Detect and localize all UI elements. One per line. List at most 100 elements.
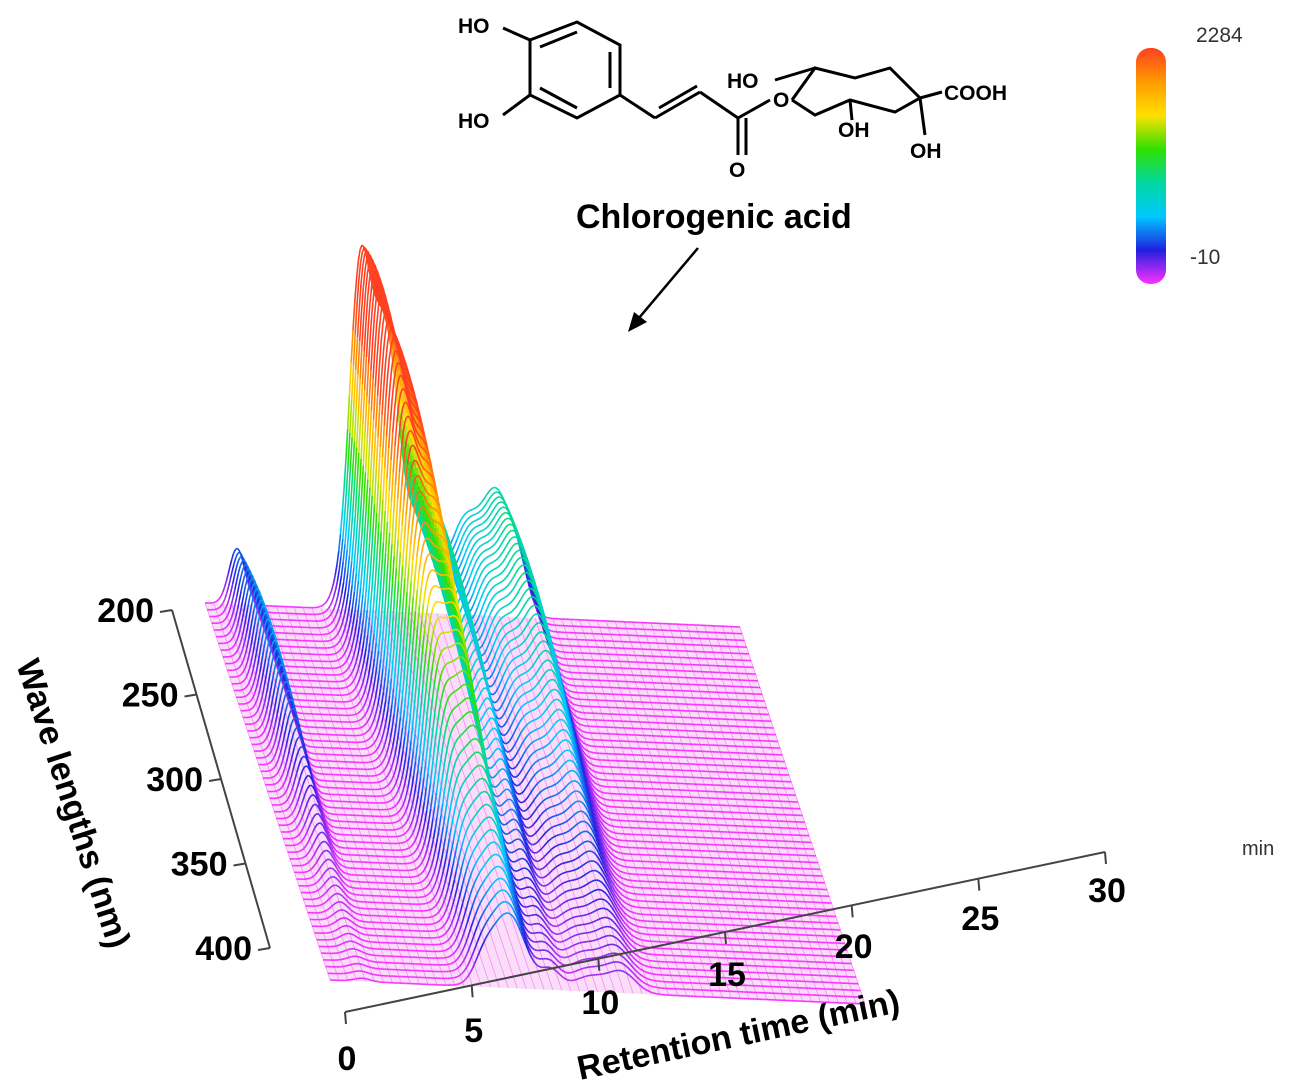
trace-segment xyxy=(352,706,355,709)
trace-segment xyxy=(496,496,499,499)
peak-annotation-label: Chlorogenic acid xyxy=(576,198,852,236)
trace-segment xyxy=(502,606,505,609)
trace-segment xyxy=(509,515,513,520)
trace-segment xyxy=(475,525,478,528)
trace-segment xyxy=(383,297,387,301)
trace-segment xyxy=(568,689,571,692)
trace-segment xyxy=(340,538,344,557)
trace-segment xyxy=(490,553,493,557)
trace-segment xyxy=(389,367,393,386)
alkene-double-bond xyxy=(658,84,698,110)
trace-segment xyxy=(339,512,344,534)
trace-segment xyxy=(484,526,488,530)
trace-segment xyxy=(329,601,333,606)
trace-segment xyxy=(335,608,340,615)
trace-segment xyxy=(498,507,502,511)
trace-segment xyxy=(475,532,479,535)
trace-segment xyxy=(363,357,368,391)
trace-segment xyxy=(491,552,495,556)
trace-segment xyxy=(339,607,344,616)
trace-segment xyxy=(337,640,341,644)
trace-segment xyxy=(482,521,486,525)
trace-segment xyxy=(372,262,376,266)
trace-segment xyxy=(503,535,508,540)
trace-segment xyxy=(477,524,480,527)
trace-segment xyxy=(524,564,527,568)
trace-segment xyxy=(486,532,490,536)
trace-segment xyxy=(518,556,522,560)
trace-segment xyxy=(516,557,520,561)
trace-segment xyxy=(473,572,477,578)
trace-segment xyxy=(486,498,490,503)
trace-segment xyxy=(240,688,244,691)
trace-segment xyxy=(496,600,499,604)
ester-bond xyxy=(737,98,771,120)
trace-segment xyxy=(523,580,527,584)
trace-segment xyxy=(365,297,369,322)
trace-segment xyxy=(347,684,350,688)
trace-segment xyxy=(503,596,506,599)
trace-segment xyxy=(359,533,363,560)
trace-segment xyxy=(508,517,512,521)
trace-segment xyxy=(247,597,251,608)
trace-segment xyxy=(515,536,519,539)
trace-segment xyxy=(519,585,523,589)
trace-segment xyxy=(382,312,386,325)
trace-segment xyxy=(343,650,347,655)
trace-segment xyxy=(477,510,481,514)
trace-segment xyxy=(346,611,350,621)
trace-segment xyxy=(334,624,338,629)
trace-segment xyxy=(513,572,517,577)
trace-segment xyxy=(464,538,468,543)
trace-segment xyxy=(227,621,231,626)
trace-segment xyxy=(483,542,487,545)
trace-segment xyxy=(333,613,338,619)
mesh-line xyxy=(356,609,482,987)
trace-segment xyxy=(354,598,358,614)
trace-segment xyxy=(480,605,484,611)
trace-segment xyxy=(220,621,223,624)
trace-segment xyxy=(504,586,508,589)
trace-segment xyxy=(561,669,564,672)
trace-segment xyxy=(458,551,463,557)
trace-segment xyxy=(347,469,352,498)
trace-segment xyxy=(483,566,487,570)
trace-segment xyxy=(488,503,492,508)
trace-segment xyxy=(330,611,334,616)
trace-segment xyxy=(350,365,355,400)
trace-segment xyxy=(457,521,461,526)
trace-segment xyxy=(347,599,352,612)
trace-segment xyxy=(352,514,357,540)
trace-segment xyxy=(244,579,248,588)
trace-segment xyxy=(510,599,514,603)
trace-segment xyxy=(226,598,230,605)
trace-segment xyxy=(578,717,582,720)
trace-segment xyxy=(225,573,229,582)
trace-segment xyxy=(243,570,248,576)
trace-segment xyxy=(370,572,374,597)
trace-segment xyxy=(494,567,497,570)
trace-segment xyxy=(328,639,331,642)
trace-segment xyxy=(326,607,330,612)
trace-segment xyxy=(488,611,493,616)
structure-label-o-ester: O xyxy=(773,89,789,112)
trace-segment xyxy=(361,351,365,385)
trace-segment xyxy=(498,573,502,576)
trace-segment xyxy=(371,273,375,286)
trace-segment xyxy=(338,575,343,588)
trace-segment xyxy=(330,646,333,649)
trace-segment xyxy=(240,596,245,607)
trace-segment xyxy=(478,545,482,549)
trace-segment xyxy=(237,614,241,624)
trace-segment xyxy=(345,685,349,689)
trace-segment xyxy=(482,528,486,531)
trace-segment xyxy=(350,508,354,535)
trace-segment xyxy=(377,446,382,481)
trace-segment xyxy=(368,267,373,280)
trace-segment xyxy=(552,636,555,639)
trace-segment xyxy=(461,515,465,519)
trace-segment xyxy=(469,522,473,525)
trace-segment xyxy=(336,651,339,654)
trace-segment xyxy=(466,591,470,596)
trace-segment xyxy=(494,540,498,545)
